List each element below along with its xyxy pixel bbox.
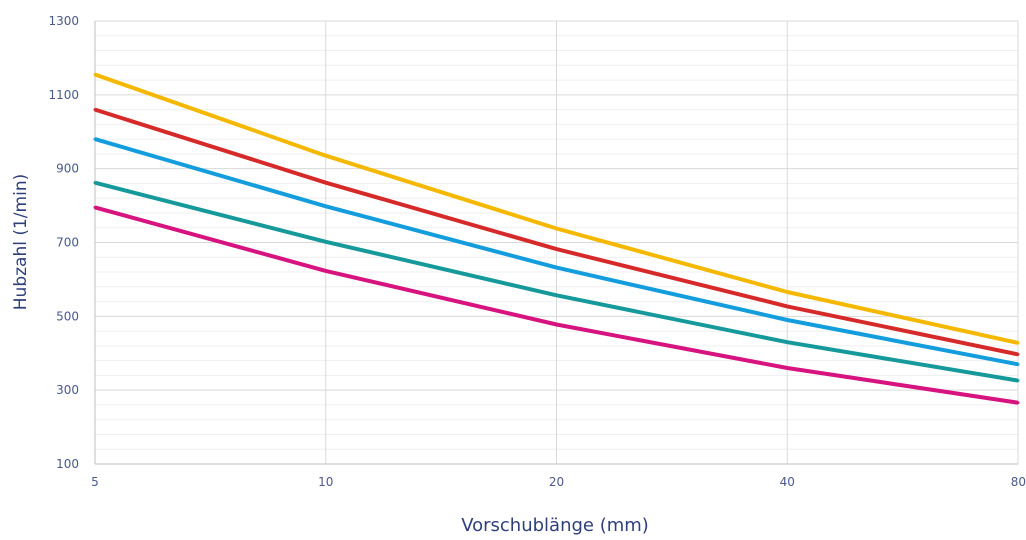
data-point <box>785 340 789 344</box>
data-point <box>93 137 97 141</box>
x-tick-label: 5 <box>91 475 99 489</box>
x-tick-label: 10 <box>318 475 333 489</box>
y-tick-label: 1300 <box>48 14 79 28</box>
data-point <box>324 269 328 273</box>
data-point <box>93 181 97 185</box>
data-point <box>1016 341 1020 345</box>
data-point <box>93 108 97 112</box>
y-tick-labels: 100 300 500 700 900 1100 1300 <box>48 14 79 471</box>
y-tick-label: 100 <box>56 457 79 471</box>
series-layer <box>93 72 1020 405</box>
data-point <box>93 73 97 77</box>
y-tick-label: 700 <box>56 236 79 250</box>
data-point <box>785 290 789 294</box>
data-point <box>324 181 328 185</box>
data-point <box>1016 379 1020 383</box>
data-point <box>1016 362 1020 366</box>
data-point <box>785 304 789 308</box>
y-tick-label: 500 <box>56 309 79 323</box>
y-tick-label: 300 <box>56 383 79 397</box>
data-point <box>1016 401 1020 405</box>
data-point <box>555 322 558 326</box>
data-point <box>324 204 328 208</box>
data-point <box>555 266 558 270</box>
x-tick-label: 20 <box>549 475 564 489</box>
data-point <box>555 293 558 297</box>
x-axis-title: Vorschublänge (mm) <box>461 515 649 536</box>
data-point <box>93 205 97 209</box>
data-point <box>1016 352 1020 356</box>
y-axis-title: Hubzahl (1/min) <box>11 174 31 310</box>
data-point <box>785 318 789 322</box>
data-point <box>324 240 328 244</box>
x-tick-label: 40 <box>780 475 795 489</box>
axes <box>94 21 1018 465</box>
data-point <box>785 366 789 370</box>
y-tick-label: 900 <box>56 162 79 176</box>
major-gridlines <box>95 20 1019 464</box>
y-tick-label: 1100 <box>48 88 79 102</box>
data-point <box>555 226 558 230</box>
x-tick-labels: 5 10 20 40 80 <box>91 475 1026 489</box>
x-tick-label: 80 <box>1011 475 1026 489</box>
data-point <box>555 247 558 251</box>
data-point <box>324 154 328 158</box>
